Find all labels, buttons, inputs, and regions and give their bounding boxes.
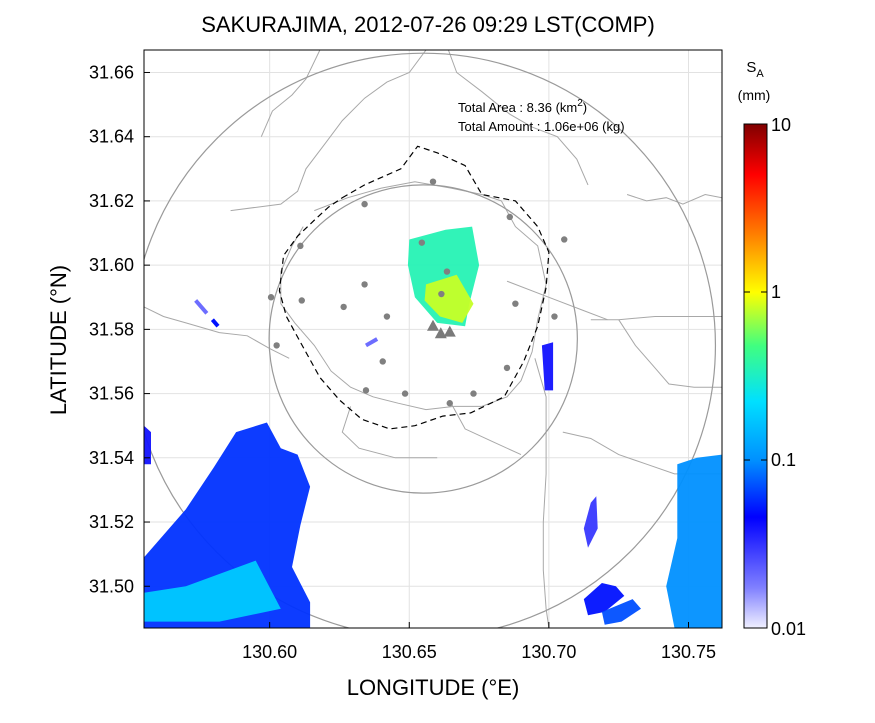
y-axis-ticks: 31.66 31.64 31.62 31.60 31.58 31.56 31.54 31.52… — [89, 62, 150, 596]
boundary-line — [278, 145, 550, 430]
station-marker — [379, 358, 386, 365]
range-circles — [144, 52, 716, 628]
station-marker — [443, 268, 451, 275]
ash-patch-southwest-field — [144, 422, 311, 628]
station-marker — [297, 242, 304, 250]
station-marker — [470, 390, 477, 397]
total-area-superscript: 2 — [577, 98, 583, 109]
ash-patch-east-lobe — [583, 496, 598, 548]
station-marker — [361, 200, 368, 208]
ash-deposit-layer — [144, 226, 722, 628]
total-area-close: ) — [583, 100, 587, 115]
vent-markers — [427, 319, 456, 339]
plot-frame — [143, 49, 723, 629]
colorbar-label: SA — [746, 59, 764, 80]
station-marker — [446, 400, 453, 407]
colorbar-label-main: S — [746, 59, 756, 76]
coastline — [230, 50, 427, 212]
station-marker — [383, 313, 391, 320]
colorbar-gradient — [743, 123, 768, 629]
station-marker — [551, 313, 558, 320]
ash-patch-west-edge — [144, 425, 151, 465]
coastline — [626, 193, 722, 205]
coastline — [447, 50, 589, 186]
ash-patch-southeast-arc-1 — [583, 583, 625, 616]
colorbar-tick-label: 0.1 — [771, 450, 796, 470]
station-marker — [429, 178, 437, 185]
colorbar-tick-label: 0.01 — [771, 619, 806, 639]
station-marker — [401, 390, 409, 397]
y-tick-label: 31.62 — [89, 191, 134, 211]
coastline — [618, 319, 722, 388]
y-tick-label: 31.54 — [89, 448, 134, 468]
y-tick-label: 31.50 — [89, 576, 134, 596]
colorbar-unit: (mm) — [738, 87, 771, 103]
station-marker — [362, 387, 370, 394]
x-tick-label: 130.65 — [382, 642, 437, 662]
ash-patch-east-cluster — [666, 454, 722, 628]
total-amount-annotation: Total Amount : 1.06e+06 (kg) — [458, 119, 625, 134]
coastline — [260, 50, 321, 137]
station-marker — [503, 364, 511, 372]
y-tick-label: 31.52 — [89, 512, 134, 532]
x-tick-label: 130.60 — [242, 642, 297, 662]
vent-triangle — [443, 325, 456, 337]
ash-patch-east-streak — [541, 342, 554, 391]
y-tick-label: 31.66 — [89, 62, 134, 82]
colorbar-ticks: 10 1 0.1 0.01 — [744, 115, 806, 639]
ash-streak — [364, 337, 379, 348]
y-tick-label: 31.64 — [89, 127, 134, 147]
ash-streak — [194, 299, 209, 315]
dashed-boundary — [278, 145, 550, 430]
chart-title: SAKURAJIMA, 2012-07-26 09:29 LST(COMP) — [201, 12, 655, 37]
station-marker — [298, 297, 305, 304]
coastline — [534, 358, 550, 628]
ash-patch-plume-core — [424, 274, 474, 323]
vent-triangle — [427, 319, 439, 331]
plot-area: 130.60 130.65 130.70 130.75 31.66 31.64 31.62… — [89, 49, 723, 662]
station-marker — [438, 290, 445, 298]
station-marker — [512, 300, 519, 307]
x-axis-ticks: 130.60 130.65 130.70 130.75 — [242, 622, 716, 662]
coastline — [450, 402, 522, 456]
station-markers — [267, 178, 568, 407]
colorbar: SA (mm) 10 1 0.1 0.01 — [738, 59, 806, 639]
ash-patch-southeast-arc-2 — [601, 599, 641, 625]
total-area-annotation: Total Area : 8.36 (km2) — [458, 98, 587, 115]
total-area-text: Total Area : 8.36 (km — [458, 100, 577, 115]
station-marker — [506, 213, 513, 221]
y-tick-label: 31.58 — [89, 319, 134, 339]
station-marker — [267, 294, 275, 301]
colorbar-label-sub: A — [756, 68, 764, 80]
y-axis-label: LATITUDE (°N) — [46, 265, 71, 415]
ash-patch-southwest-bright — [144, 560, 281, 622]
y-tick-label: 31.56 — [89, 384, 134, 404]
station-marker — [273, 342, 280, 349]
coastline — [506, 280, 608, 321]
colorbar-tick-label: 1 — [771, 282, 781, 302]
coastline — [341, 406, 438, 459]
range-circle — [268, 184, 578, 494]
station-marker — [340, 303, 347, 311]
station-marker — [561, 236, 568, 243]
ash-streak — [210, 318, 220, 328]
x-tick-label: 130.75 — [661, 642, 716, 662]
x-axis-label: LONGITUDE (°E) — [347, 675, 520, 700]
station-marker — [361, 281, 368, 288]
x-tick-label: 130.70 — [521, 642, 576, 662]
station-marker — [418, 239, 426, 246]
coastline — [590, 316, 722, 321]
y-tick-label: 31.60 — [89, 255, 134, 275]
colorbar-tick-label: 10 — [771, 115, 791, 135]
range-circle — [144, 52, 716, 628]
vent-triangle — [434, 327, 447, 339]
